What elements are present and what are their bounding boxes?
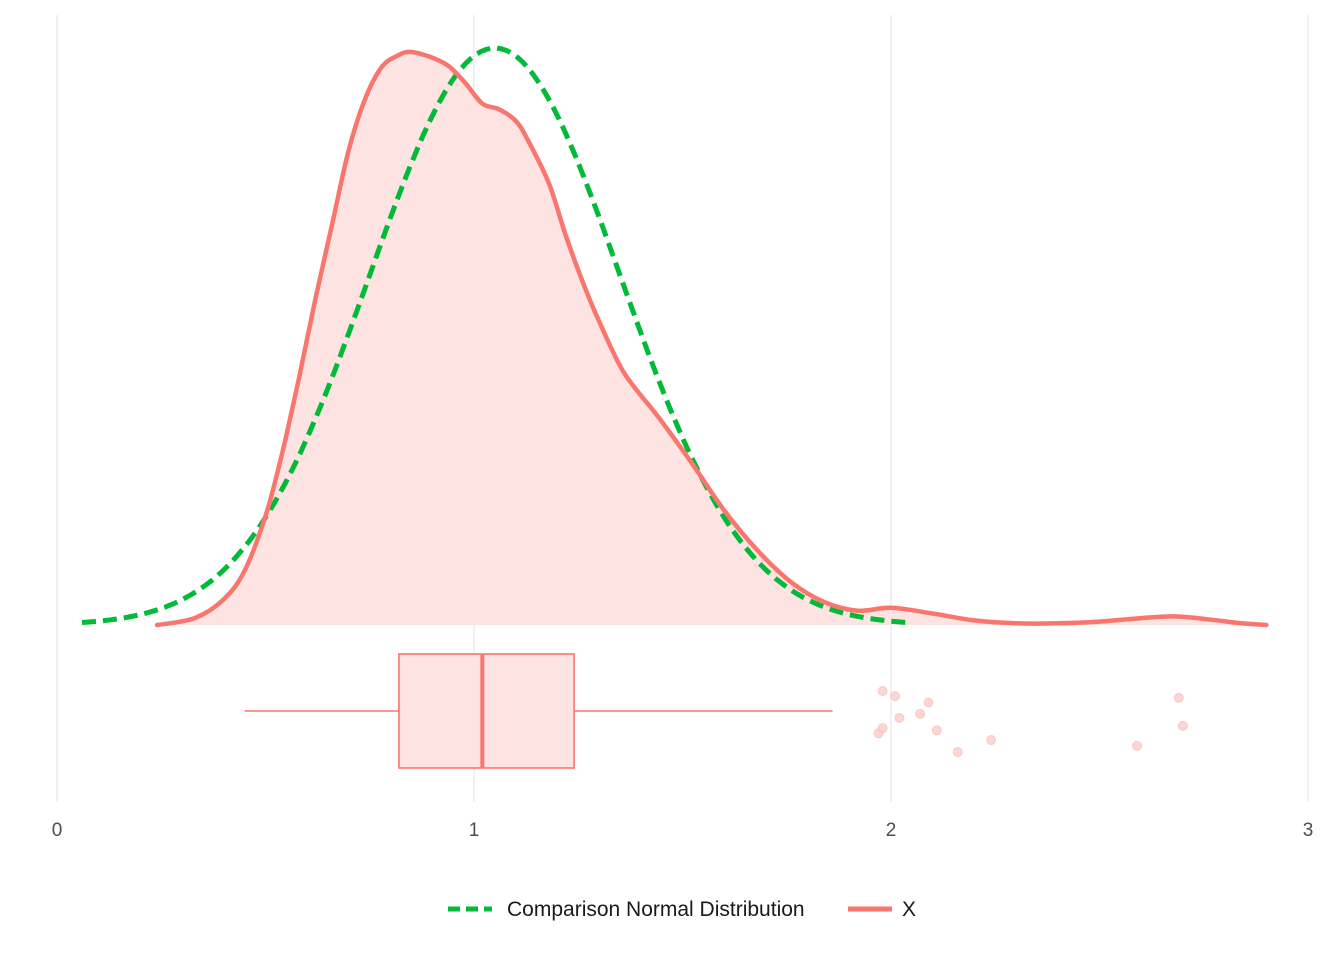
outlier-point bbox=[1132, 740, 1142, 751]
legend: Comparison Normal Distribution X bbox=[448, 898, 916, 921]
outlier-point bbox=[952, 747, 963, 757]
x-axis: 0 1 2 3 bbox=[52, 820, 1314, 841]
x-tick-label-2: 2 bbox=[886, 820, 897, 841]
outlier-point bbox=[894, 712, 905, 723]
x-tick-label-1: 1 bbox=[469, 820, 480, 841]
outlier-point bbox=[877, 686, 888, 696]
outlier-point bbox=[931, 725, 942, 736]
outlier-point bbox=[915, 708, 926, 719]
outlier-point bbox=[1173, 692, 1184, 703]
outlier-point bbox=[890, 691, 901, 702]
density-fill-x bbox=[157, 51, 1267, 626]
outlier-point bbox=[1178, 720, 1188, 731]
legend-label-normal: Comparison Normal Distribution bbox=[507, 898, 805, 921]
grid-lines bbox=[56, 15, 1309, 802]
outlier-point bbox=[986, 735, 996, 745]
outlier-point bbox=[923, 697, 934, 708]
box-iqr bbox=[398, 653, 575, 769]
density-layer bbox=[81, 45, 1269, 628]
outlier-point bbox=[877, 723, 888, 733]
x-tick-label-3: 3 bbox=[1303, 820, 1314, 841]
normal-curve-line bbox=[81, 45, 912, 626]
density-line-x bbox=[154, 49, 1269, 628]
x-tick-label-0: 0 bbox=[52, 820, 63, 841]
legend-label-x: X bbox=[902, 898, 916, 921]
boxplot bbox=[244, 653, 1188, 769]
